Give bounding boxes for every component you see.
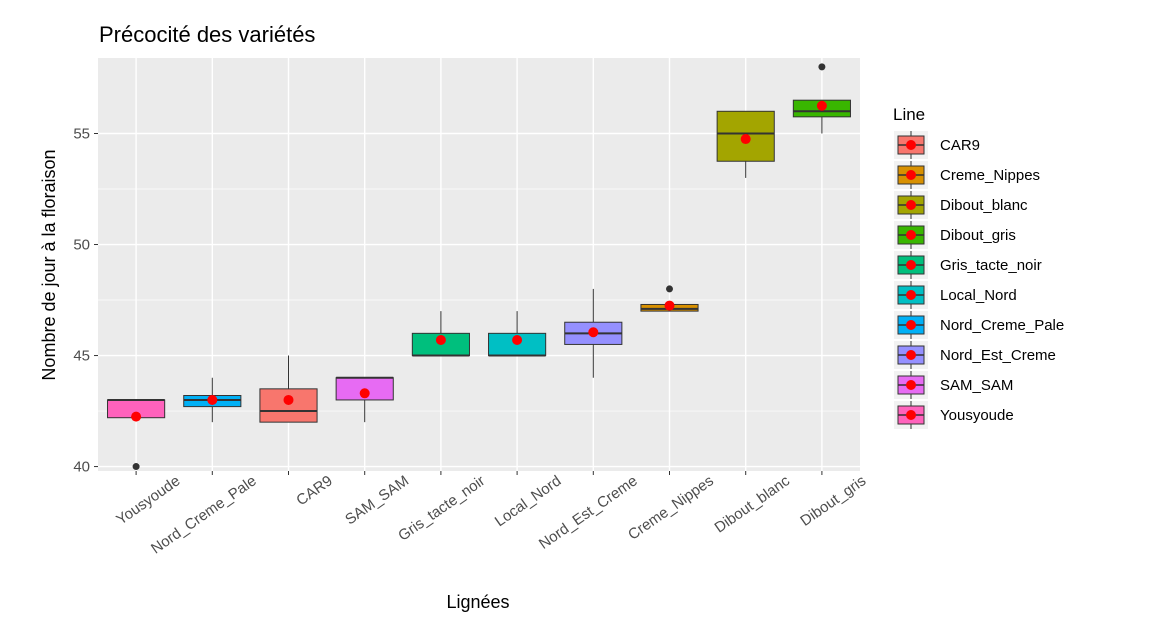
legend-key-mean [906,320,916,330]
mean-point [816,100,827,111]
x-tick-label: Yousyoude [113,472,183,528]
y-tick-label: 50 [73,237,90,254]
x-tick-label: SAM_SAM [342,472,412,528]
legend-item-Creme_Nippes: Creme_Nippes [894,161,1040,189]
mean-point [359,388,370,399]
legend-item-Gris_tacte_noir: Gris_tacte_noir [894,251,1042,279]
box-CAR9 [259,355,318,423]
legend-key-mean [906,200,916,210]
legend-item-Dibout_gris: Dibout_gris [894,221,1016,249]
legend-label: Yousyoude [940,407,1014,424]
outlier-point [818,63,826,71]
y-tick-label: 40 [73,459,90,476]
boxes [107,63,851,471]
chart-title: Précocité des variétés [99,22,315,47]
x-tick-label: Creme_Nippes [625,472,717,543]
legend-key-mean [906,350,916,360]
box-Nord_Est_Creme [564,288,623,378]
x-tick-label: Dibout_gris [797,472,869,529]
x-tick-label: Dibout_blanc [712,472,794,536]
y-axis-title: Nombre de jour à la floraison [39,149,59,380]
legend-label: CAR9 [940,137,980,154]
legend-label: Creme_Nippes [940,167,1040,184]
box-Gris_tacte_noir [411,311,470,357]
x-tick-label: CAR9 [293,472,336,509]
mean-point [283,394,294,405]
x-axis-title: Lignées [446,592,509,612]
box-Local_Nord [488,311,547,357]
y-tick-label: 55 [73,125,90,142]
mean-point [740,134,751,145]
legend-item-Local_Nord: Local_Nord [894,281,1017,309]
legend: Line CAR9 Creme_Nippes Dibout_blanc Dibout_… [893,105,1064,429]
box-Yousyoude [107,398,166,471]
legend-label: Nord_Est_Creme [940,347,1056,364]
mean-point [207,394,218,405]
legend-key-mean [906,380,916,390]
mean-point [512,334,523,345]
legend-item-Yousyoude: Yousyoude [894,401,1014,429]
y-axis-ticks: 40 45 50 55 [73,125,98,476]
x-tick-label: Local_Nord [492,472,565,530]
box-Nord_Creme_Pale [183,377,242,423]
legend-label: Local_Nord [940,287,1017,304]
legend-title: Line [893,105,925,124]
box-Dibout_gris [792,63,851,134]
box-SAM_SAM [335,376,394,423]
legend-label: Dibout_gris [940,227,1016,244]
legend-label: Gris_tacte_noir [940,257,1042,274]
legend-key-mean [906,170,916,180]
y-tick-label: 45 [73,348,90,365]
legend-label: Dibout_blanc [940,197,1028,214]
legend-key-mean [906,260,916,270]
mean-point [664,300,675,311]
outlier-point [132,463,140,471]
legend-key-mean [906,230,916,240]
box-Dibout_blanc [716,110,775,178]
mean-point [435,334,446,345]
legend-item-Nord_Creme_Pale: Nord_Creme_Pale [894,311,1064,339]
outlier-point [666,285,673,293]
legend-label: Nord_Creme_Pale [940,317,1064,334]
legend-key-mean [906,290,916,300]
legend-item-SAM_SAM: SAM_SAM [894,371,1013,399]
legend-key-mean [906,140,916,150]
legend-item-Dibout_blanc: Dibout_blanc [894,191,1028,219]
box-Creme_Nippes [640,285,699,312]
mean-point [588,327,599,338]
box-body [259,388,318,423]
legend-item-CAR9: CAR9 [894,131,980,159]
mean-point [131,411,142,422]
legend-key-mean [906,410,916,420]
legend-item-Nord_Est_Creme: Nord_Est_Creme [894,341,1056,369]
legend-label: SAM_SAM [940,377,1013,394]
